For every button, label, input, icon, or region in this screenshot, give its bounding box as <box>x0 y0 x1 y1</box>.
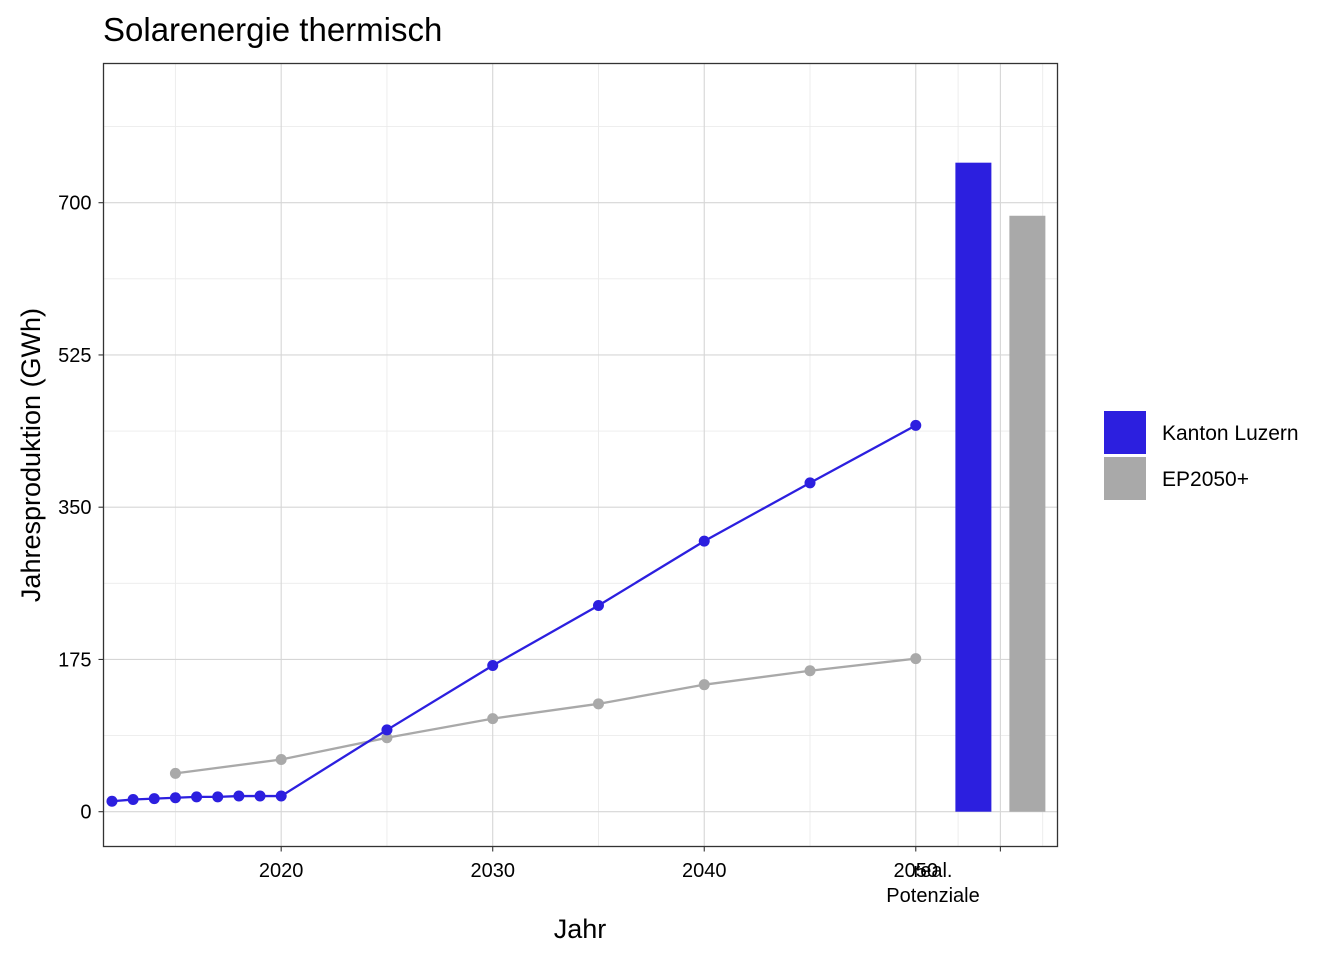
x-tick-label: 2050 <box>894 860 939 882</box>
potential-bar-kanton-luzern <box>955 162 992 812</box>
x-tick-label: 2020 <box>259 860 304 882</box>
data-point-kanton-luzern <box>487 660 499 672</box>
data-point-kanton-luzern <box>169 792 181 804</box>
data-point-kanton-luzern <box>191 791 203 803</box>
x-tick-label: 2030 <box>470 860 515 882</box>
y-tick-label: 525 <box>58 345 91 367</box>
data-point-kanton-luzern <box>275 790 287 802</box>
y-tick-label: 0 <box>80 802 91 824</box>
potential-bar-ep2050 <box>1009 215 1046 812</box>
data-point-ep2050 <box>698 679 710 691</box>
y-axis-title: Jahresproduktion (GWh) <box>16 308 46 602</box>
data-point-kanton-luzern <box>910 419 922 431</box>
legend: Kanton Luzern EP2050+ <box>1104 411 1299 500</box>
minor-gridlines <box>103 63 1058 847</box>
x-axis-title: Jahr <box>554 914 607 944</box>
data-point-ep2050 <box>910 653 922 665</box>
potential-bars <box>955 162 1046 812</box>
data-point-kanton-luzern <box>127 794 139 806</box>
legend-key-ep2050 <box>1104 457 1146 500</box>
data-point-kanton-luzern <box>698 535 710 547</box>
data-point-kanton-luzern <box>254 790 266 802</box>
data-point-kanton-luzern <box>592 600 604 612</box>
data-point-kanton-luzern <box>212 791 224 803</box>
data-point-ep2050 <box>381 732 393 744</box>
y-tick-label: 350 <box>58 497 91 519</box>
y-tick-label: 175 <box>58 649 91 671</box>
legend-label-kanton-luzern: Kanton Luzern <box>1162 422 1299 445</box>
data-point-ep2050 <box>169 767 181 779</box>
plot-panel-border <box>102 62 1059 848</box>
series-lines <box>111 424 917 803</box>
y-tick-label: 700 <box>58 193 91 215</box>
legend-label-ep2050: EP2050+ <box>1162 468 1249 491</box>
series-points <box>106 419 922 807</box>
data-point-kanton-luzern <box>148 793 160 805</box>
chart-title: Solarenergie thermisch <box>103 11 442 48</box>
data-point-kanton-luzern <box>233 790 245 802</box>
data-point-kanton-luzern <box>106 795 118 807</box>
x-tick-label: 2040 <box>682 860 727 882</box>
major-gridlines <box>103 63 1058 847</box>
legend-key-kanton-luzern <box>1104 411 1146 454</box>
x-tick-label-potenziale-line1: real. <box>914 860 953 882</box>
series-line-kanton-luzern <box>111 424 917 803</box>
x-tick-label-potenziale-line2: Potenziale <box>886 885 979 907</box>
data-point-kanton-luzern <box>381 724 393 736</box>
data-point-ep2050 <box>804 665 816 677</box>
series-line-ep2050 <box>175 657 916 775</box>
data-point-ep2050 <box>487 713 499 725</box>
x-axis-ticks: 2020 2030 2040 2050 <box>259 846 1001 882</box>
y-axis-ticks: 0 175 350 525 700 <box>58 193 104 824</box>
data-point-kanton-luzern <box>804 477 816 489</box>
data-point-ep2050 <box>275 754 287 765</box>
data-point-ep2050 <box>592 698 604 710</box>
